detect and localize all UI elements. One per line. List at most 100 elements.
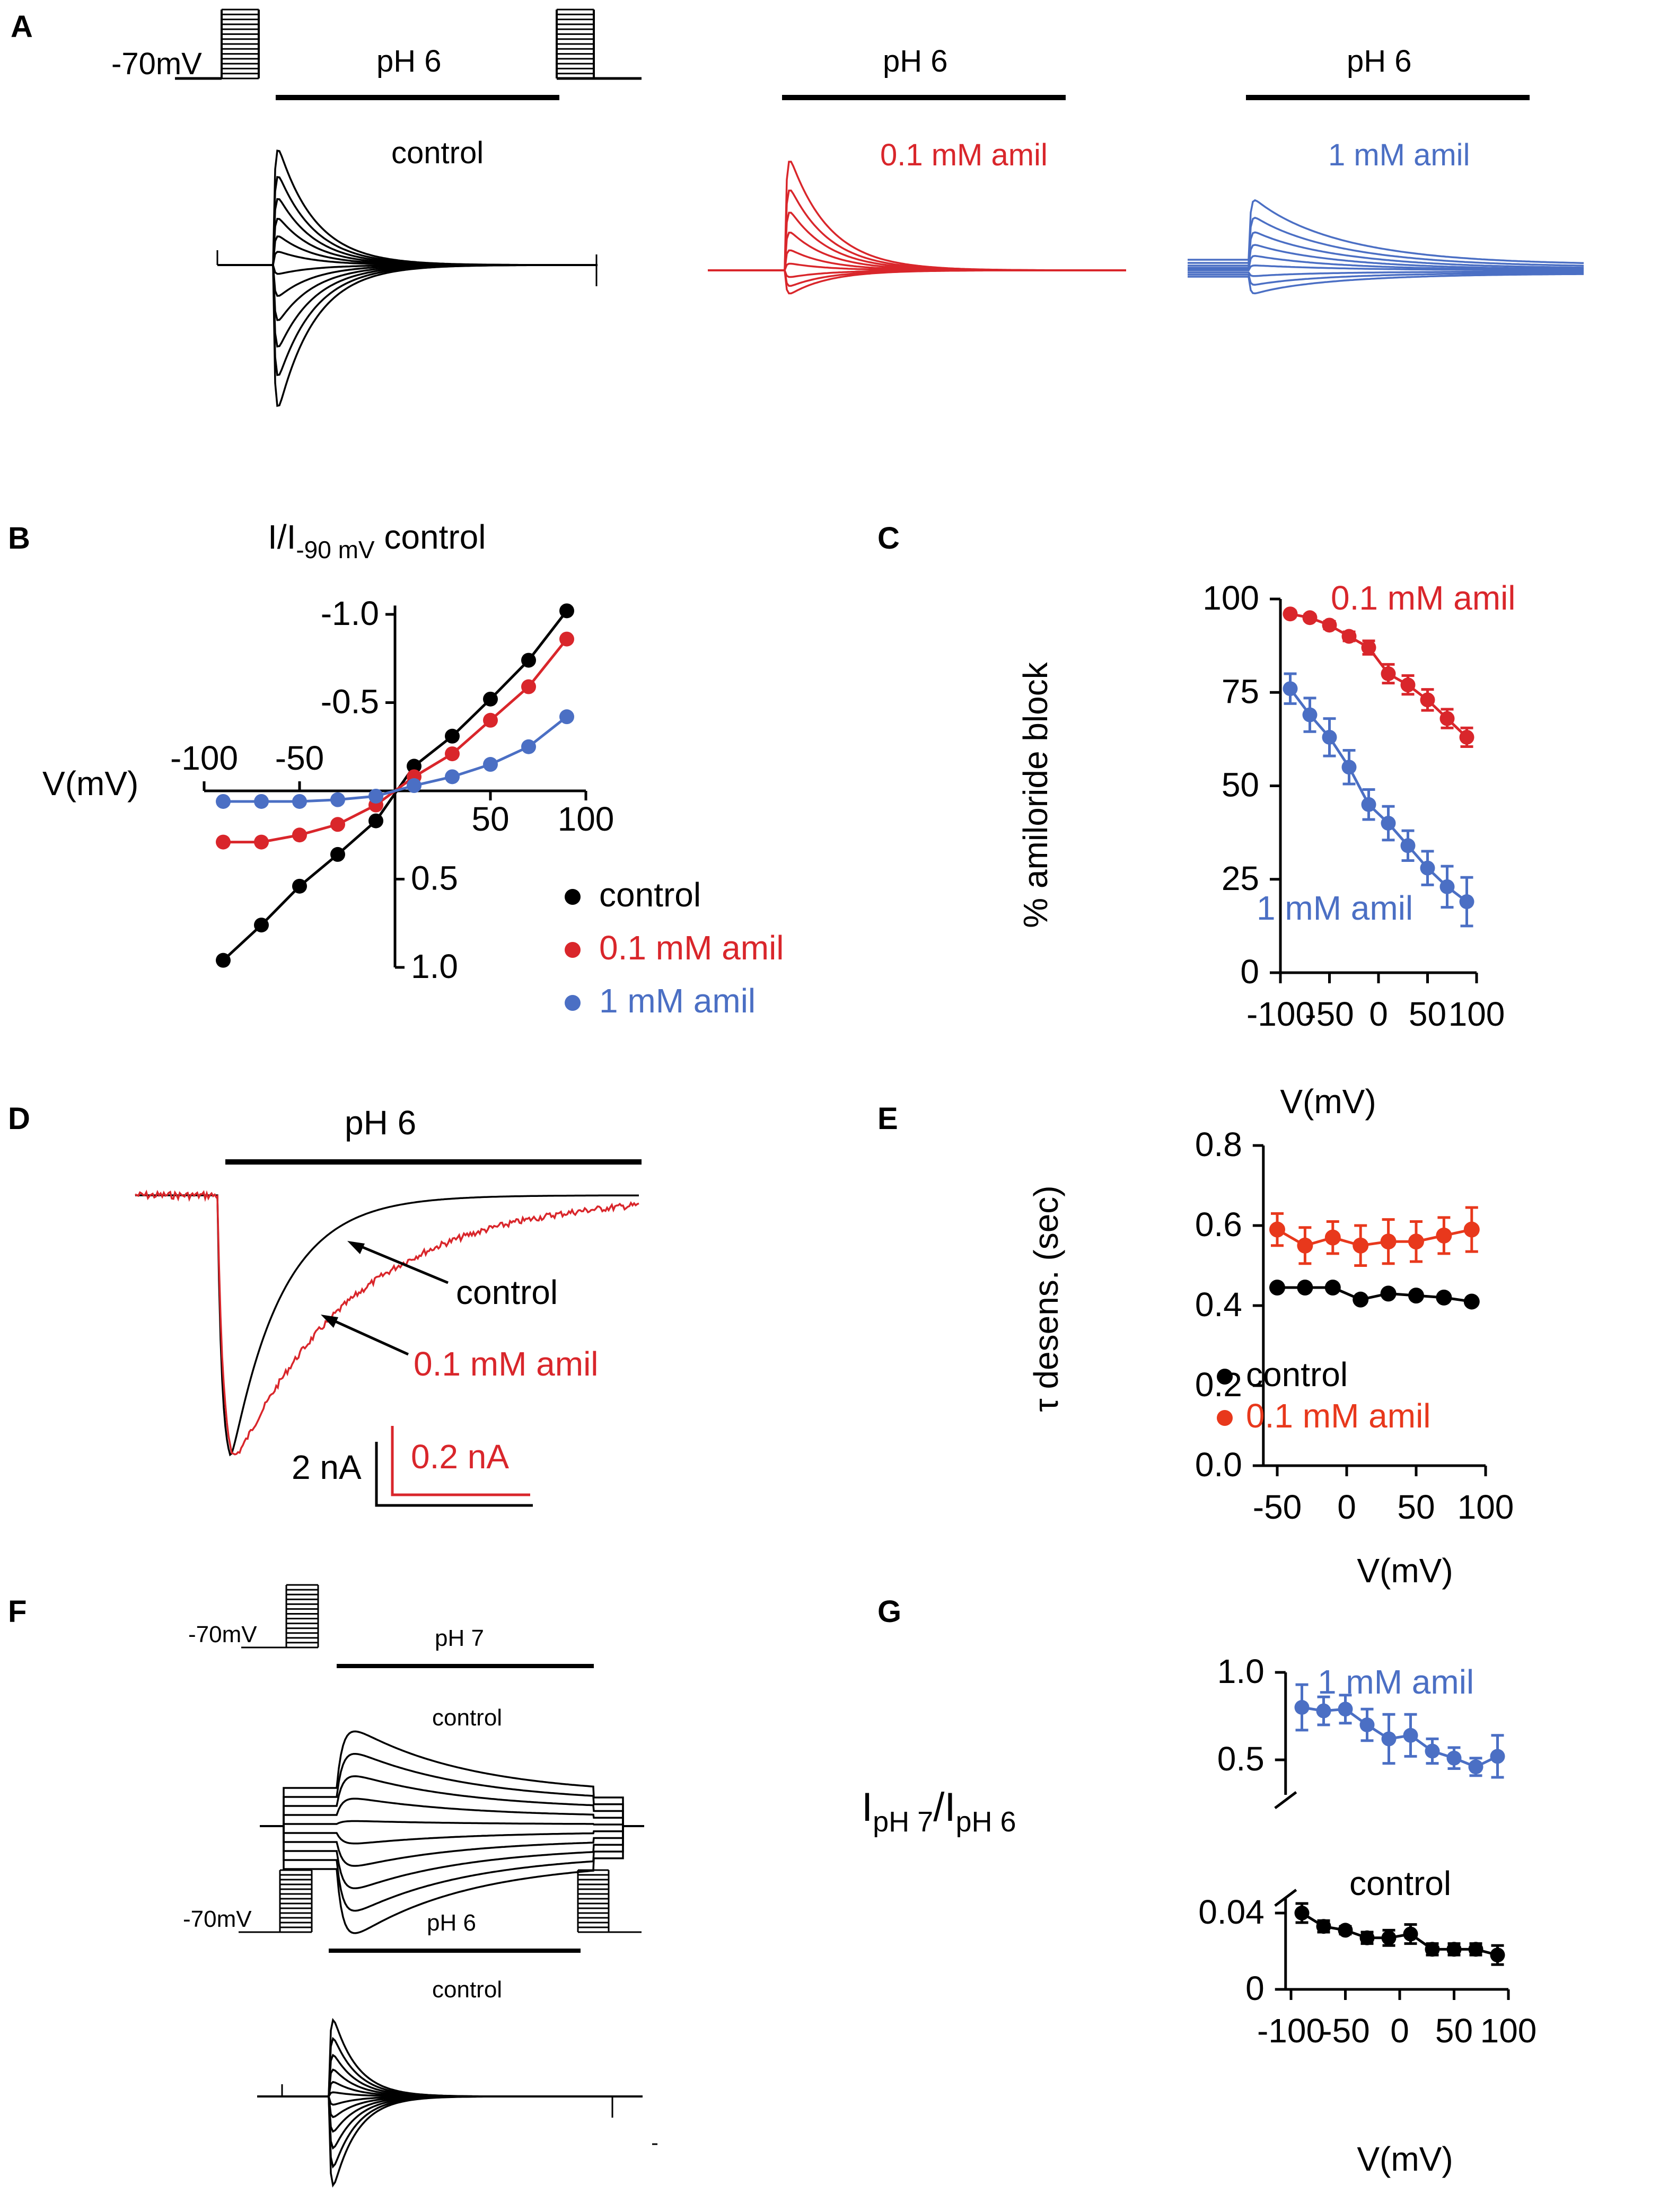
tau-series-1-point xyxy=(1353,1237,1369,1254)
block-y-tick-label: 50 xyxy=(1222,766,1259,804)
tau-y-tick-label: 0.4 xyxy=(1195,1285,1242,1324)
trace-f-bottom xyxy=(257,2068,643,2098)
ratio-series-amil-point xyxy=(1381,1731,1397,1747)
iv-control-point xyxy=(445,728,460,744)
iv-x-tick-label: -50 xyxy=(275,739,324,777)
block-label-amil1: 1 mM amil xyxy=(1257,889,1413,927)
tau-series-0-point xyxy=(1353,1291,1369,1308)
legend-label: control xyxy=(599,876,701,914)
trace-f-top xyxy=(260,1797,644,1827)
ratio-series-control-point xyxy=(1359,1930,1375,1945)
block-label-amil01: 0.1 mM amil xyxy=(1331,579,1516,617)
block-series-0-point xyxy=(1400,677,1416,693)
tau-series-1-point xyxy=(1463,1221,1480,1238)
iv-1-mM-amil-point xyxy=(483,757,498,772)
trace-f-bottom xyxy=(257,2095,643,2133)
tau-series-1-point xyxy=(1436,1227,1452,1244)
trace-amil1 xyxy=(1188,271,1584,286)
ratio-series-amil-line xyxy=(1302,1706,1498,1768)
ratio-series-control-point xyxy=(1381,1930,1397,1945)
iv-axes: -100 -50 50 100 -1.0 -0.5 0.5 1.0 xyxy=(170,594,614,985)
block-series-0-line xyxy=(1290,612,1468,738)
tau-series-0-point xyxy=(1324,1280,1341,1296)
block-series-0-point xyxy=(1341,629,1357,644)
iv-0-1-mM-amil-point xyxy=(445,746,460,762)
panel-f: F -70mV -70mV pH 7 pH 6 control control xyxy=(8,1584,657,2188)
ratio-series-amil-point xyxy=(1468,1759,1483,1775)
block-ylabel: % amiloride block xyxy=(1016,662,1055,928)
ratio-x-tick-label: 0 xyxy=(1390,2012,1409,2050)
ratio-series-control-point xyxy=(1403,1926,1418,1942)
ratio-ylabel-s1: pH 7 xyxy=(873,1806,933,1838)
block-series-1-line xyxy=(1289,688,1468,903)
legend-label: 1 mM amil xyxy=(599,982,756,1020)
current-traces-amil01 xyxy=(708,161,1126,295)
trace-amil01 xyxy=(708,161,1126,271)
current-traces-ph6 xyxy=(257,2017,657,2188)
iv-y-tick-label: 1.0 xyxy=(411,947,458,985)
iv-control-point xyxy=(559,603,574,619)
panel-d: D pH 6 control 0.1 mM amil 2 nA 0.2 nA xyxy=(8,1101,642,1507)
block-series xyxy=(1283,606,1474,928)
tau-series xyxy=(1269,1206,1480,1310)
block-x-tick-label: 50 xyxy=(1409,995,1446,1033)
iv-y-tick-label: -0.5 xyxy=(321,683,379,721)
arrow-amil xyxy=(325,1316,409,1356)
block-x-tick-label: -100 xyxy=(1246,995,1314,1033)
panel-c: C % amiloride block V(mV) -100-50 0 50 1000… xyxy=(877,521,1516,1121)
ratio-ylabel: IpH 7/IpH 6 xyxy=(862,1785,1016,1838)
ratio-series-control-point xyxy=(1490,1947,1505,1963)
ratio-series-control-point xyxy=(1425,1942,1440,1957)
voltage-step-protocols-f xyxy=(239,1584,642,1933)
panel-e: E τ desens. (sec) V(mV) -50 0 50 1000.00.20… xyxy=(877,1101,1514,1590)
tau-y-tick-label: 0.6 xyxy=(1195,1205,1242,1244)
trace-label-amil-d: 0.1 mM amil xyxy=(414,1345,599,1383)
ratio-y-tick-label: 0.04 xyxy=(1198,1893,1265,1931)
panel-letter-b: B xyxy=(8,521,30,556)
tau-ylabel: τ desens. (sec) xyxy=(1027,1185,1065,1412)
trace-amil1 xyxy=(1188,216,1584,267)
tau-x-tick-label: 0 xyxy=(1337,1488,1356,1526)
block-series-1-point xyxy=(1400,838,1416,853)
block-series-1-point xyxy=(1302,707,1318,722)
ratio-ylabel-s2: pH 6 xyxy=(955,1806,1016,1838)
trace-f-top xyxy=(260,1825,644,1845)
ratio-series-amil-point xyxy=(1316,1703,1331,1719)
current-traces-control xyxy=(216,149,598,407)
trace-amil01 xyxy=(708,232,1126,271)
arrowhead-amil xyxy=(321,1315,338,1328)
tau-x-tick-label: 50 xyxy=(1397,1488,1435,1526)
trace-amil01 xyxy=(708,269,1126,287)
tau-series-0-point xyxy=(1380,1285,1397,1302)
trace-f-top xyxy=(260,1825,644,1867)
block-series-1-point xyxy=(1341,760,1357,775)
ratio-x-tick-label: -100 xyxy=(1257,2012,1325,2050)
trace-amil01 xyxy=(708,211,1126,271)
iv-legend: control 0.1 mM amil 1 mM amil xyxy=(565,876,784,1020)
iv-control-point xyxy=(521,653,536,668)
holding-potential-label: -70mV xyxy=(111,47,202,81)
tau-series-1-point xyxy=(1408,1233,1424,1250)
trace-amil01 xyxy=(708,189,1126,271)
ph-label-amil01: pH 6 xyxy=(883,44,948,78)
iv-control-point xyxy=(407,759,422,774)
ratio-axis-break xyxy=(1274,1791,1297,1907)
block-series-0-point xyxy=(1302,610,1318,625)
ratio-series-amil-point xyxy=(1338,1702,1353,1717)
tau-series-1-point xyxy=(1269,1221,1285,1238)
block-y-tick-label: 25 xyxy=(1222,859,1259,897)
block-series-1-point xyxy=(1420,860,1435,876)
trace-label-f-bottom: control xyxy=(432,1977,502,2003)
iv-1-mM-amil-point xyxy=(559,709,574,725)
iv-1-mM-amil-point xyxy=(521,739,536,754)
ratio-series xyxy=(1294,1683,1505,1966)
trace-f-bottom xyxy=(257,2095,643,2118)
ratio-series-amil-point xyxy=(1403,1728,1418,1743)
iv-0-1-mM-amil-point xyxy=(521,679,536,694)
tau-xlabel: V(mV) xyxy=(1357,1552,1453,1590)
iv-ylabel: I/I-90 mV control xyxy=(268,518,486,563)
iv-0-1-mM-amil-point xyxy=(292,827,307,843)
block-x-tick-label: -50 xyxy=(1305,995,1354,1033)
trace-f-top xyxy=(260,1752,644,1827)
